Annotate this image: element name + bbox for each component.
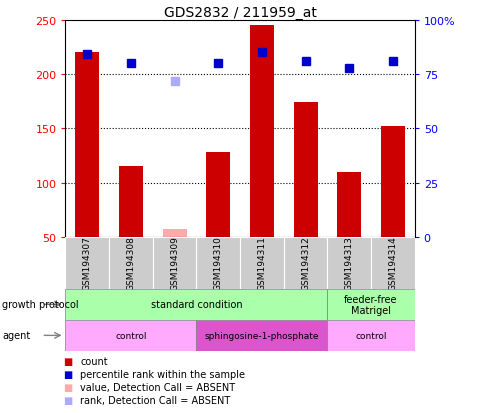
Text: percentile rank within the sample: percentile rank within the sample bbox=[80, 369, 244, 379]
Bar bbox=[249, 26, 273, 237]
Text: feeder-free
Matrigel: feeder-free Matrigel bbox=[344, 294, 397, 316]
Bar bbox=[206, 153, 230, 237]
Text: GSM194311: GSM194311 bbox=[257, 236, 266, 291]
Text: sphingosine-1-phosphate: sphingosine-1-phosphate bbox=[204, 331, 318, 340]
Text: growth protocol: growth protocol bbox=[2, 299, 79, 310]
Bar bbox=[152, 237, 196, 289]
Text: ■: ■ bbox=[63, 382, 72, 392]
Bar bbox=[380, 127, 404, 237]
Text: control: control bbox=[115, 331, 146, 340]
Text: GSM194308: GSM194308 bbox=[126, 236, 135, 291]
Bar bbox=[109, 237, 152, 289]
Text: ■: ■ bbox=[63, 369, 72, 379]
Bar bbox=[240, 237, 283, 289]
Bar bbox=[119, 167, 143, 237]
Bar bbox=[162, 230, 186, 237]
Text: GSM194307: GSM194307 bbox=[83, 236, 91, 291]
Bar bbox=[196, 237, 240, 289]
Bar bbox=[370, 237, 414, 289]
Bar bbox=[65, 320, 196, 351]
Bar bbox=[327, 320, 414, 351]
Text: GSM194312: GSM194312 bbox=[301, 236, 309, 291]
Text: GSM194313: GSM194313 bbox=[344, 236, 353, 291]
Bar bbox=[196, 320, 327, 351]
Title: GDS2832 / 211959_at: GDS2832 / 211959_at bbox=[163, 6, 316, 20]
Text: count: count bbox=[80, 356, 107, 366]
Text: GSM194309: GSM194309 bbox=[170, 236, 179, 291]
Bar bbox=[65, 289, 327, 320]
Bar bbox=[327, 289, 414, 320]
Text: GSM194314: GSM194314 bbox=[388, 236, 396, 291]
Text: agent: agent bbox=[2, 330, 30, 341]
Text: standard condition: standard condition bbox=[151, 299, 242, 310]
Bar bbox=[283, 237, 327, 289]
Text: GSM194310: GSM194310 bbox=[213, 236, 222, 291]
Text: rank, Detection Call = ABSENT: rank, Detection Call = ABSENT bbox=[80, 395, 230, 405]
Bar bbox=[336, 173, 361, 237]
Text: value, Detection Call = ABSENT: value, Detection Call = ABSENT bbox=[80, 382, 235, 392]
Text: ■: ■ bbox=[63, 356, 72, 366]
Bar bbox=[293, 103, 317, 237]
Text: control: control bbox=[355, 331, 386, 340]
Bar bbox=[75, 53, 99, 237]
Bar bbox=[327, 237, 370, 289]
Bar bbox=[65, 237, 109, 289]
Text: ■: ■ bbox=[63, 395, 72, 405]
